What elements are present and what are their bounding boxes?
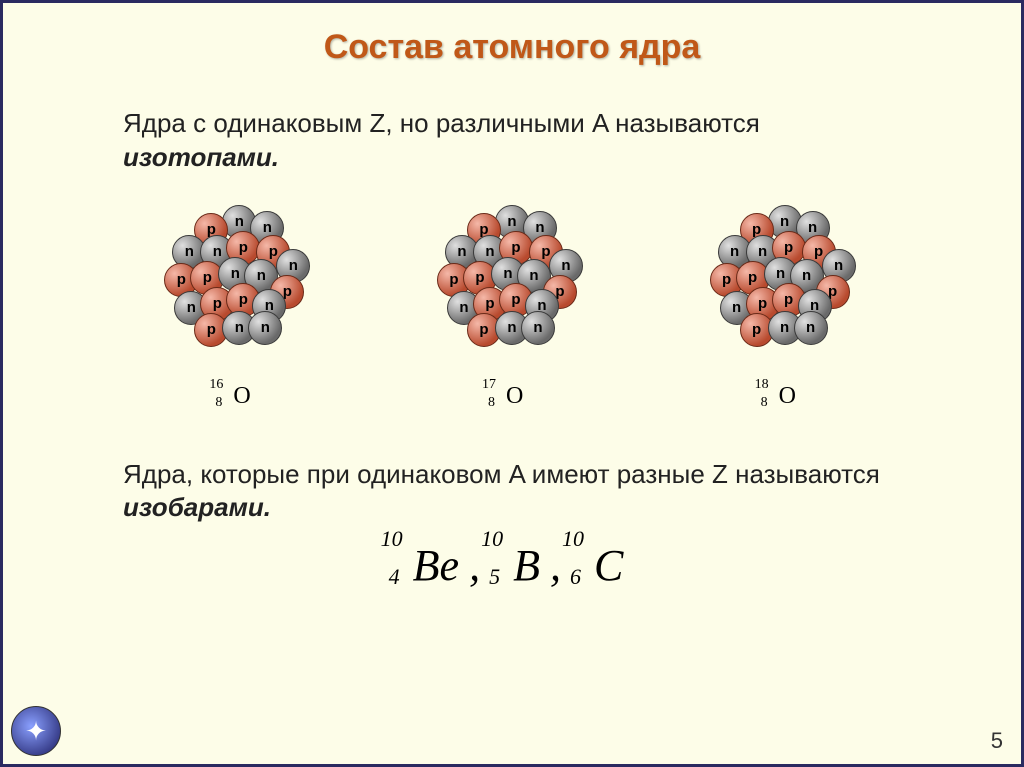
nucleus-group-o18: nnpnnppnppnnpnppnpnn 18 8 O [710,205,860,423]
page-number: 5 [991,728,1003,754]
isotope-label-o18: 18 8 O [755,383,815,423]
nucleus-o18: nnpnnppnppnnpnppnpnn [710,205,860,355]
element-symbol: O [233,383,250,410]
paragraph1-emphasis: изотопами. [123,142,279,172]
isotope-label-o16: 16 8 O [209,383,269,423]
mass-number: 16 [209,377,223,393]
isobar-row: 10 4 Be , 10 5 B , 10 6 C [3,540,1021,591]
paragraph-isotopes: Ядра с одинаковым Z, но различными A наз… [123,107,901,175]
isotope-label-o17: 17 8 O [482,383,542,423]
star-icon: ✦ [25,716,47,747]
atomic-number: 6 [570,564,581,590]
element-symbol: B [501,541,540,590]
mass-number: 18 [755,377,769,393]
mass-number: 10 [381,526,403,552]
isobar-be: 10 4 Be [401,540,459,591]
mass-number: 10 [562,526,584,552]
paragraph1-text: Ядра с одинаковым Z, но различными A наз… [123,108,760,138]
slide-title: Состав атомного ядра [3,28,1021,67]
nucleus-group-o17: nnpnnppnppnnpnppnpnn 17 8 O [437,205,587,423]
neutron: n [794,311,828,345]
atomic-number: 5 [489,564,500,590]
atomic-number: 8 [488,395,495,411]
neutron: n [521,311,555,345]
element-symbol: C [582,541,623,590]
nuclei-row: nnpnnppnppnnpnppnpnn 16 8 O nnpnnppnppnn… [103,205,921,423]
element-symbol: O [506,383,523,410]
paragraph-isobars: Ядра, которые при одинаковом A имеют раз… [123,458,901,526]
nucleus-group-o16: nnpnnppnppnnpnppnpnn 16 8 O [164,205,314,423]
atomic-number: 8 [761,395,768,411]
element-symbol: O [779,383,796,410]
paragraph2-emphasis: изобарами. [123,492,271,522]
nucleus-o16: nnpnnppnppnnpnppnpnn [164,205,314,355]
logo-icon: ✦ [11,706,61,756]
mass-number: 17 [482,377,496,393]
isobar-c: 10 6 C [582,540,623,591]
element-symbol: Be [401,541,459,590]
atomic-number: 8 [215,395,222,411]
paragraph2-text: Ядра, которые при одинаковом A имеют раз… [123,459,880,489]
nucleus-o17: nnpnnppnppnnpnppnpnn [437,205,587,355]
mass-number: 10 [481,526,503,552]
slide: Состав атомного ядра Ядра с одинаковым Z… [0,0,1024,767]
isobar-b: 10 5 B [501,540,540,591]
neutron: n [248,311,282,345]
atomic-number: 4 [389,564,400,590]
